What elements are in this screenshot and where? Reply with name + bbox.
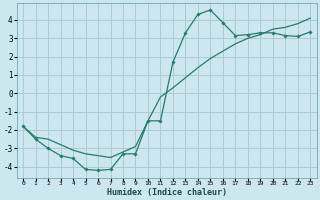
X-axis label: Humidex (Indice chaleur): Humidex (Indice chaleur) — [107, 188, 227, 197]
